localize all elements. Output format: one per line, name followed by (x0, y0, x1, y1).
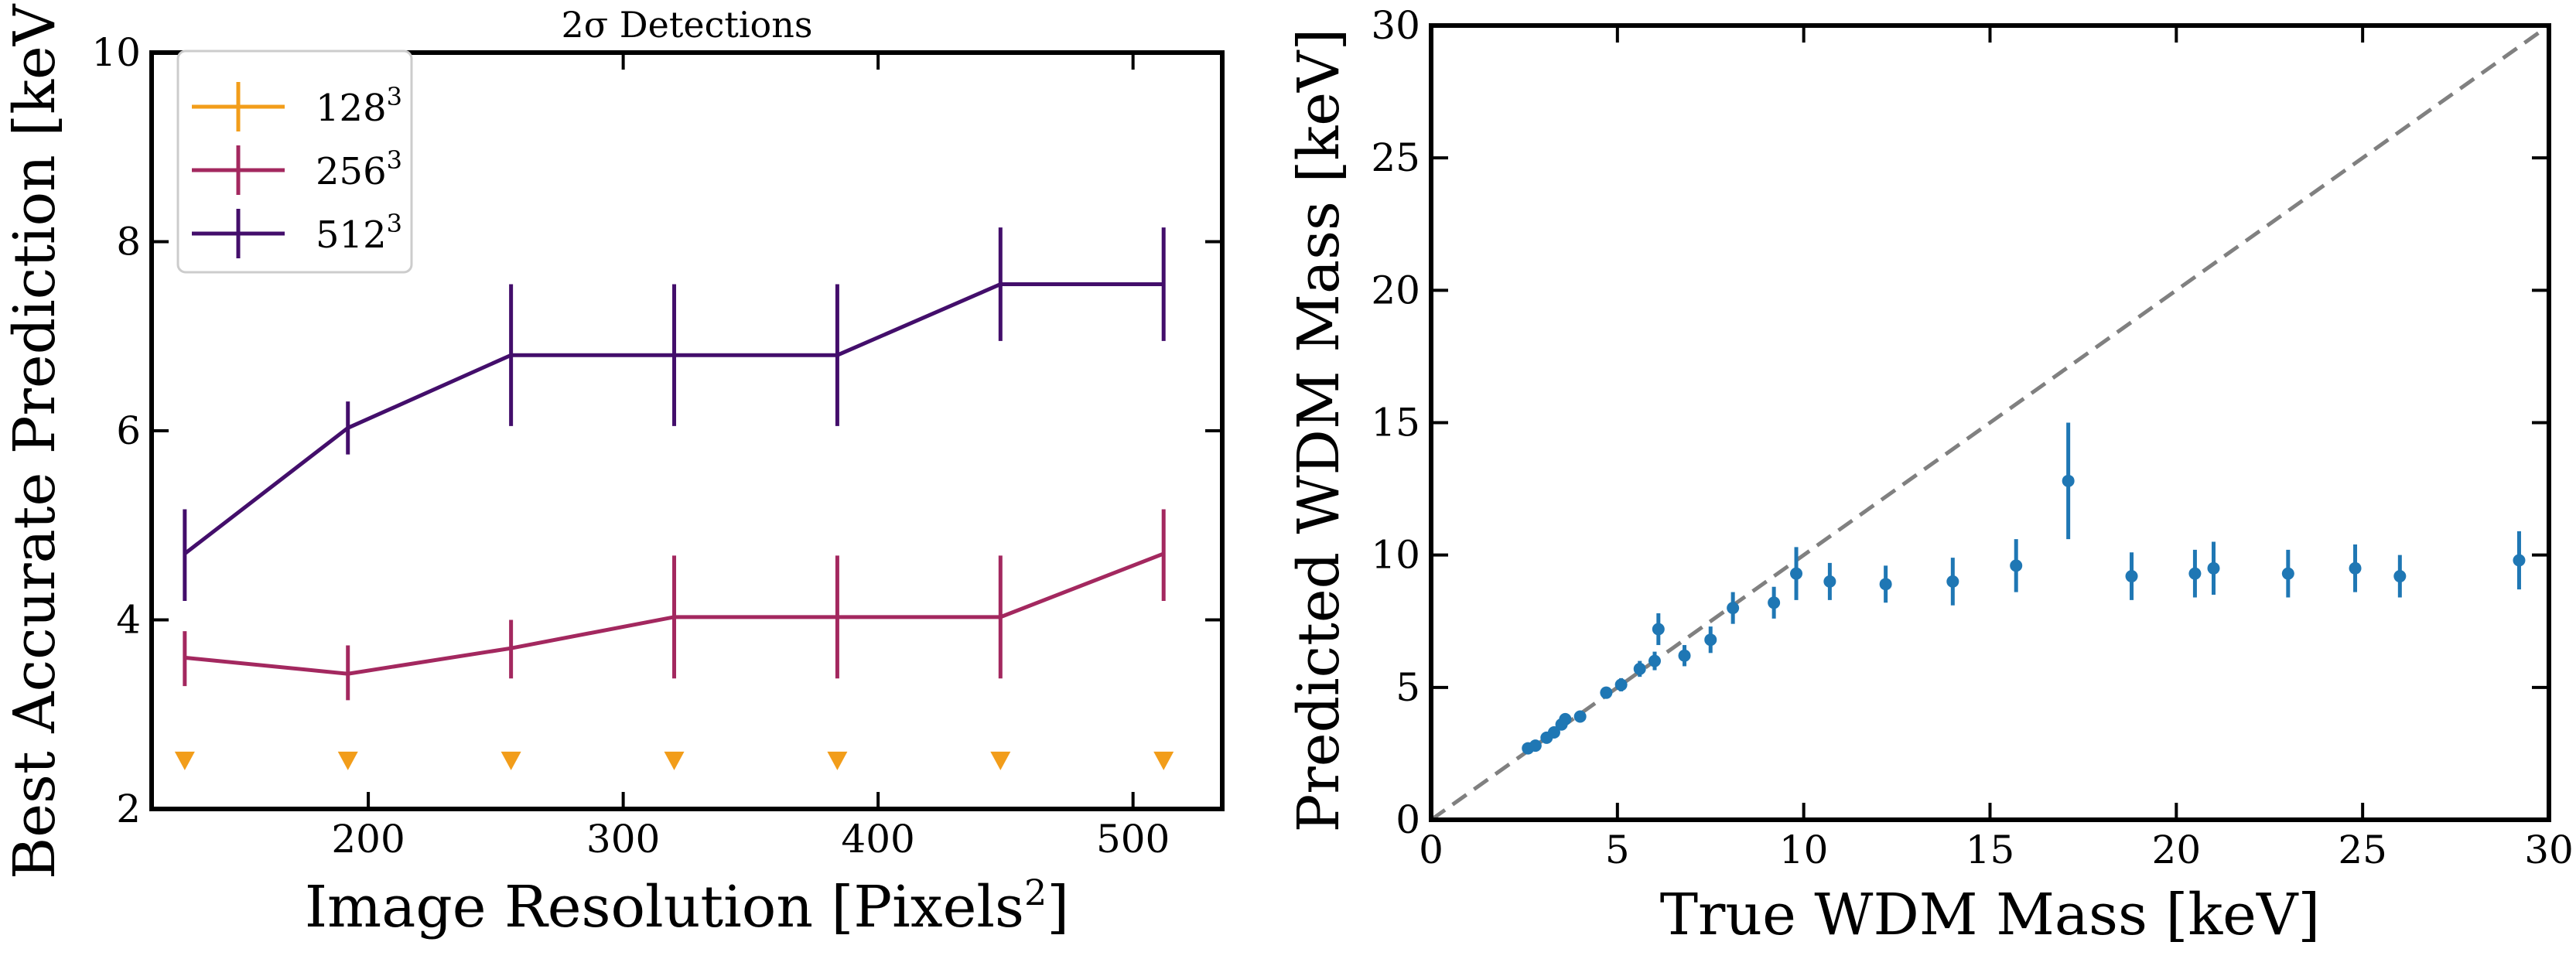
right-x-tick-label: 30 (2524, 828, 2574, 872)
prediction-point (1614, 678, 1628, 691)
prediction-point (2393, 570, 2407, 583)
prediction-point (1879, 578, 1892, 591)
legend-label-256: 2563 (316, 145, 402, 193)
series-128-marker (1153, 751, 1174, 770)
left-y-tick-label: 10 (91, 30, 141, 75)
left-chart-panel: 2σ Detections 200 300 400 500 2 4 6 8 10 Best Ac… (2, 0, 1225, 940)
left-plot-frame (149, 50, 1225, 811)
left-y-tick-label: 8 (116, 220, 141, 264)
legend: 1283 2563 5123 (176, 49, 413, 274)
legend-label-128-main: 128 (316, 87, 387, 130)
left-x-tick-label: 300 (586, 817, 660, 862)
legend-entry-128: 1283 (192, 82, 402, 131)
left-y-axis-title: Best Accurate Prediction [keV] (2, 0, 68, 879)
right-y-tick-label: 20 (1371, 268, 1420, 312)
prediction-point (1790, 567, 1803, 580)
right-y-tick-label: 30 (1371, 3, 1420, 48)
right-y-tick-label: 10 (1371, 533, 1420, 578)
prediction-point (2010, 559, 2023, 572)
legend-label-256-main: 256 (316, 150, 387, 193)
right-y-tick-label: 25 (1371, 135, 1420, 180)
right-x-tick-label: 5 (1605, 828, 1630, 872)
left-y-tick-label: 6 (116, 408, 141, 453)
series-128-marker (827, 751, 848, 770)
prediction-point (2062, 474, 2075, 487)
right-reference-layer (1430, 23, 2550, 822)
legend-label-128: 1283 (316, 82, 402, 130)
left-axis-ticks: 200 300 400 500 2 4 6 8 10 (91, 30, 1222, 862)
right-x-tick-label: 25 (2338, 828, 2387, 872)
series-128-marker (990, 751, 1011, 770)
series-128-marker (664, 751, 685, 770)
right-chart-panel: 0 5 10 15 20 25 30 0 5 10 15 20 25 30 Predicted WDM M… (1286, 3, 2574, 948)
right-y-axis-title: Predicted WDM Mass [keV] (1286, 29, 1352, 833)
right-x-tick-label: 15 (1966, 828, 2015, 872)
prediction-point (1704, 633, 1717, 647)
prediction-point (1946, 575, 1959, 588)
right-x-tick-label: 0 (1419, 828, 1443, 872)
prediction-point (2207, 561, 2220, 575)
legend-label-128-sup: 3 (387, 82, 402, 111)
prediction-point (1823, 575, 1836, 588)
prediction-point (2349, 561, 2362, 575)
right-x-tick-label: 20 (2152, 828, 2202, 872)
legend-label-512: 5123 (316, 209, 402, 257)
legend-entry-512: 5123 (192, 209, 402, 258)
series-128-marker (174, 751, 195, 770)
left-x-axis-title-end: ] (1047, 874, 1069, 940)
legend-label-512-sup: 3 (387, 209, 402, 238)
legend-label-512-main: 512 (316, 213, 387, 257)
right-x-axis-title: True WDM Mass [keV] (1660, 882, 2321, 948)
series-128-marker (337, 751, 358, 770)
left-y-tick-label: 4 (116, 598, 141, 643)
prediction-point (1648, 654, 1661, 667)
right-y-tick-label: 0 (1396, 797, 1420, 842)
prediction-point (1529, 739, 1542, 753)
right-x-tick-label: 10 (1779, 828, 1829, 872)
left-y-tick-label: 2 (116, 787, 141, 831)
left-x-axis-title: Image Resolution [Pixels2] (305, 872, 1069, 940)
legend-label-256-sup: 3 (387, 145, 402, 175)
right-y-tick-label: 15 (1371, 401, 1420, 445)
prediction-point (1727, 602, 1740, 615)
prediction-point (1573, 710, 1587, 723)
left-x-tick-label: 400 (841, 817, 914, 862)
prediction-point (2125, 570, 2138, 583)
right-plot-frame (1429, 23, 2551, 822)
series-128-marker (501, 751, 521, 770)
left-x-axis-title-sup: 2 (1024, 872, 1047, 913)
prediction-point (1652, 623, 1665, 636)
identity-reference-line (1430, 23, 2550, 822)
prediction-point (1547, 726, 1560, 739)
prediction-point (1600, 686, 1613, 699)
prediction-point (1768, 596, 1781, 609)
prediction-point (1559, 712, 1572, 725)
left-series-layer (174, 227, 1174, 770)
right-axis-ticks: 0 5 10 15 20 25 30 0 5 10 15 20 25 30 (1371, 3, 2573, 872)
prediction-point (2281, 567, 2294, 580)
prediction-point (2188, 567, 2202, 580)
prediction-point (1678, 649, 1691, 662)
legend-entry-256: 2563 (192, 145, 402, 195)
prediction-point (1633, 662, 1646, 675)
right-y-tick-label: 5 (1396, 665, 1420, 710)
left-chart-title: 2σ Detections (562, 4, 813, 46)
left-x-tick-label: 500 (1096, 817, 1170, 862)
prediction-point (2513, 554, 2526, 567)
right-series-layer (1522, 422, 2526, 755)
left-x-tick-label: 200 (331, 817, 405, 862)
left-x-axis-title-main: Image Resolution [Pixels (305, 874, 1024, 940)
